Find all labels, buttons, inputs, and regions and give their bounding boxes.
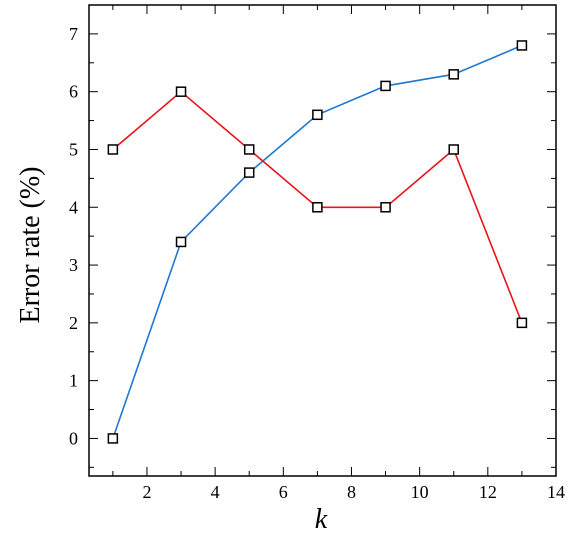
series-1-point [380,80,391,92]
x-tick-label: 14 [547,482,565,502]
y-tick-label: 6 [69,82,78,102]
series-2-point [380,202,391,213]
x-tick-label: 4 [211,482,220,502]
series-2-point [243,144,255,155]
series-1-line [112,44,523,439]
series-2-point [516,317,528,329]
series-1-point [107,433,119,444]
series-2-point [107,144,119,155]
plot-frame [88,4,557,477]
series-1-point [516,40,528,51]
y-tick-label: 1 [69,371,78,391]
x-tick-label: 2 [142,482,151,502]
y-tick-label: 5 [69,139,78,159]
y-tick-label: 2 [69,313,78,333]
y-tick-label: 4 [69,197,78,217]
series-1-point [448,69,459,80]
series-2-point [312,202,323,213]
y-tick-label: 7 [69,24,78,44]
y-tick-label: 0 [69,428,78,448]
x-tick-label: 8 [347,482,356,502]
x-axis-title: k [315,504,328,535]
x-tick-label: 10 [411,482,429,502]
y-axis-title: Error rate (%) [15,166,46,323]
series-1-point [243,167,255,178]
series-1-point [312,109,323,121]
series-2-point [175,86,187,97]
y-tick-label: 3 [69,255,78,275]
series-2-point [448,144,459,155]
x-tick-label: 12 [479,482,497,502]
series-1-point [175,236,187,248]
x-tick-label: 6 [279,482,288,502]
